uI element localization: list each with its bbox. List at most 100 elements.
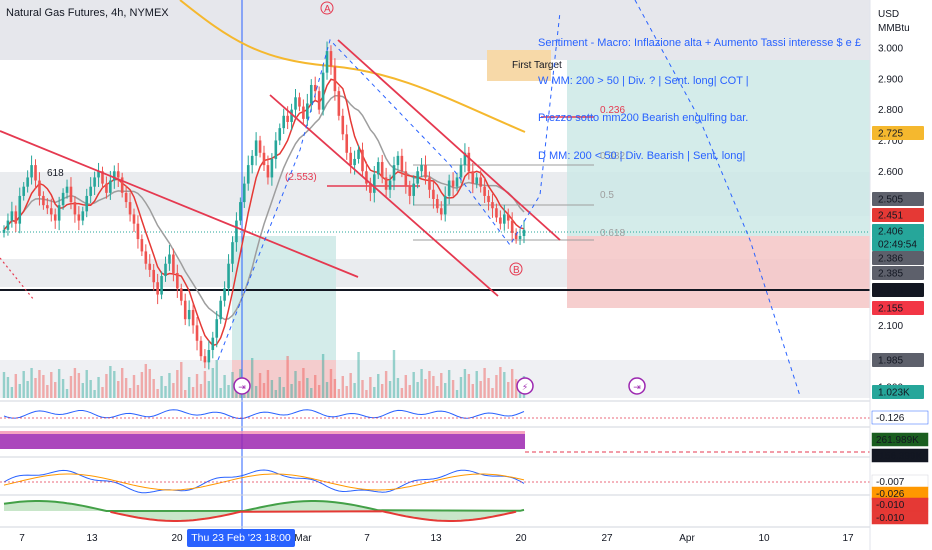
candle-body xyxy=(376,162,380,175)
volume-bar xyxy=(278,377,281,398)
price-tag-ma20 xyxy=(872,208,924,222)
candle-body xyxy=(262,152,266,166)
position-sl-zone-right xyxy=(567,236,870,308)
volume-bar xyxy=(164,386,167,398)
candle-body xyxy=(34,165,37,181)
candle-body xyxy=(361,149,364,172)
volume-bar xyxy=(97,377,100,398)
volume-bar xyxy=(369,377,372,398)
macd-line xyxy=(3,469,525,494)
candle-body xyxy=(120,177,124,193)
volume-bar xyxy=(262,383,266,398)
fib-618-left-label: 618 xyxy=(47,168,64,179)
fib-2553-label: (2.553) xyxy=(285,172,317,183)
volume-bar xyxy=(6,377,10,398)
candle-body xyxy=(14,211,18,224)
candle-body xyxy=(156,282,159,295)
volume-bar xyxy=(136,385,140,398)
svg-text:⚡: ⚡ xyxy=(522,383,528,393)
candle-body xyxy=(443,195,447,215)
volume-bar xyxy=(10,387,14,398)
candle-body xyxy=(270,158,274,178)
candle-body xyxy=(69,186,73,203)
volume-bar xyxy=(495,375,498,398)
volume-bar xyxy=(73,368,77,398)
event-icon-rollover[interactable]: ⇥ xyxy=(628,377,646,395)
candle-body xyxy=(455,177,459,187)
volume-bar xyxy=(195,374,199,398)
volume-bar xyxy=(455,390,459,398)
candle-body xyxy=(345,134,349,153)
price-tag-black xyxy=(872,283,924,297)
volume-bar xyxy=(467,374,471,398)
price-tick-label: 2.600 xyxy=(878,167,903,178)
candle-body xyxy=(49,208,53,215)
fib-05-label: 0.5 xyxy=(600,190,614,201)
volume-bar xyxy=(38,370,41,398)
volume-zone xyxy=(0,360,870,398)
candle-body xyxy=(254,140,258,156)
candle-body xyxy=(337,91,341,116)
candle-body xyxy=(373,174,376,193)
oscillator-line xyxy=(3,409,525,420)
candle-body xyxy=(187,309,191,320)
volume-bar xyxy=(148,369,151,398)
candle-body xyxy=(506,214,510,221)
volume-bar xyxy=(117,381,120,398)
volume-bar xyxy=(479,381,482,398)
volume-bar xyxy=(93,390,96,398)
first-target-label: First Target xyxy=(512,60,562,71)
volume-bar xyxy=(207,381,211,398)
candle-body xyxy=(136,223,140,240)
candle-body xyxy=(246,165,250,184)
position-tp-zone-left xyxy=(232,236,336,360)
candle-body xyxy=(420,165,423,172)
price-tag-label: 2.155 xyxy=(878,304,903,315)
candle-body xyxy=(203,356,207,363)
candle-body xyxy=(294,97,297,110)
svg-text:⇥: ⇥ xyxy=(238,383,246,393)
volume-bar xyxy=(459,377,463,398)
candle-body xyxy=(313,84,317,92)
svg-text:⇥: ⇥ xyxy=(633,383,641,393)
price-tick-label: 2.900 xyxy=(878,74,903,85)
candle-body xyxy=(475,177,479,184)
candle-body xyxy=(124,192,128,203)
candle-body xyxy=(487,195,490,203)
time-tick-label: 17 xyxy=(842,533,854,544)
candle-body xyxy=(365,171,368,184)
annotation-line-2: W MM: 200 > 50 | Div. ? | Sent. long| CO… xyxy=(538,74,749,87)
volume-bar xyxy=(231,372,234,398)
candle-body xyxy=(416,171,419,184)
candle-body xyxy=(73,202,77,215)
candle-body xyxy=(349,152,352,166)
volume-bar xyxy=(215,360,218,398)
candle-body xyxy=(53,214,57,221)
candle-body xyxy=(302,106,305,119)
volume-bar xyxy=(286,356,289,398)
price-tag-label: 02:49:54 xyxy=(878,240,917,251)
candle-body xyxy=(89,186,92,196)
volume-bar xyxy=(514,379,518,398)
volume-bar xyxy=(172,383,175,398)
candle-body xyxy=(81,211,85,221)
volume-bar xyxy=(349,373,352,398)
cursor-time-label: Thu 23 Feb '23 18:00 xyxy=(187,529,295,547)
volume-bar xyxy=(2,372,6,398)
volume-bar xyxy=(314,375,317,398)
event-icon-split[interactable]: ⇥ xyxy=(233,377,251,395)
wave-a-marker xyxy=(320,1,334,15)
volume-bar xyxy=(42,375,45,398)
fib-0382-label: 0.382 xyxy=(600,151,625,162)
price-tick-label: 2.700 xyxy=(878,136,903,147)
candle-body xyxy=(329,51,333,67)
candle-body xyxy=(22,186,25,196)
volume-bar xyxy=(50,372,53,398)
event-icon-flash[interactable]: ⚡ xyxy=(516,377,534,395)
time-tick-label: 10 xyxy=(758,533,770,544)
time-axis[interactable]: 7 13 20 Mar 7 13 20 27 Apr 10 17 xyxy=(19,533,854,544)
indicator-tag-label: -0.010 xyxy=(876,500,905,511)
volume-bar xyxy=(132,375,136,398)
volume-bar xyxy=(380,384,384,398)
